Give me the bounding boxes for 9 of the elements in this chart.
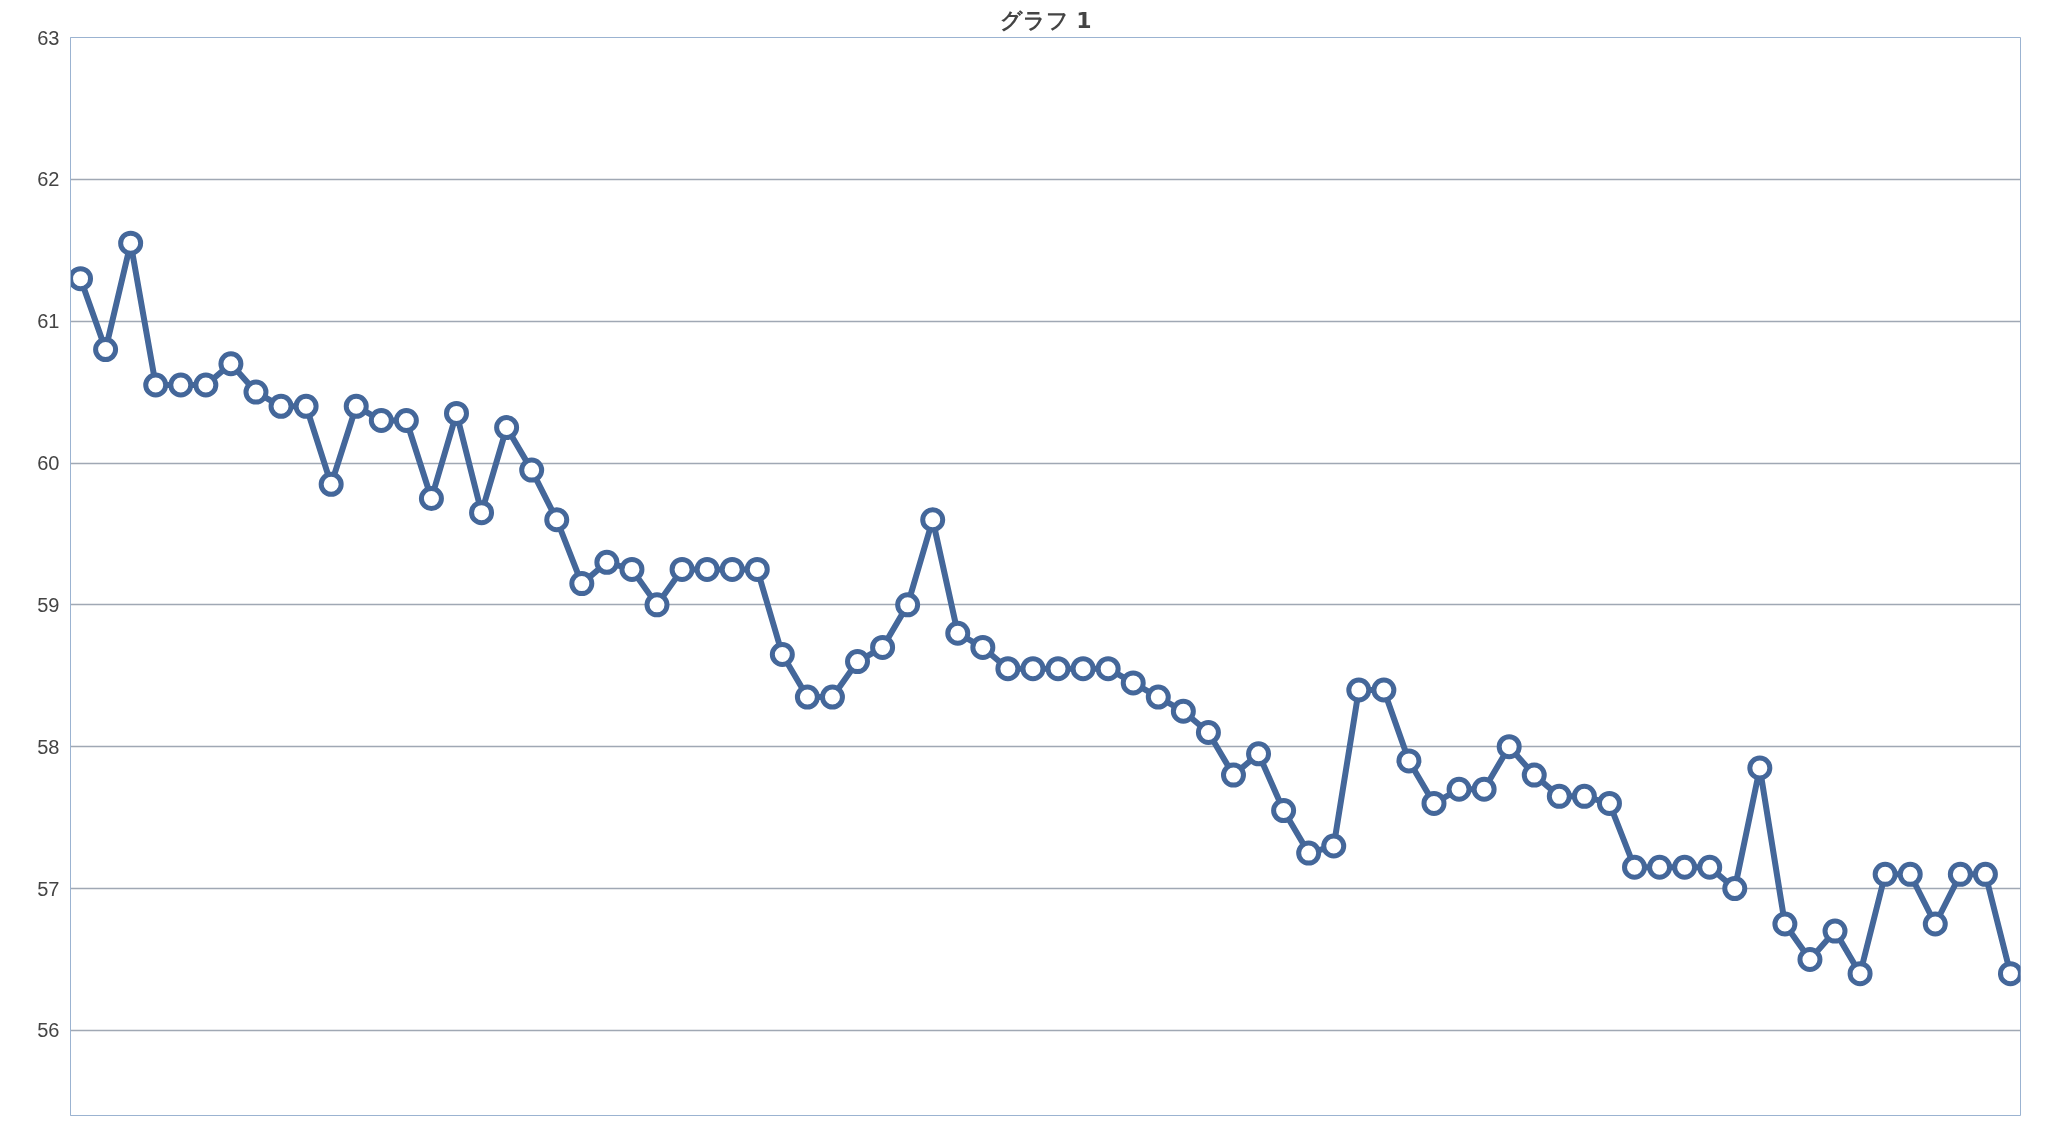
y-tick-label: 60 bbox=[37, 452, 60, 475]
y-tick-label: 63 bbox=[37, 26, 60, 49]
y-tick-label: 59 bbox=[37, 593, 60, 616]
chart-title: グラフ 1 bbox=[999, 7, 1092, 33]
y-tick-label: 62 bbox=[37, 168, 60, 191]
y-tick-label: 61 bbox=[37, 310, 60, 333]
y-tick-label: 57 bbox=[37, 877, 60, 900]
y-tick-label: 58 bbox=[37, 735, 60, 758]
y-tick-label: 56 bbox=[37, 1019, 60, 1042]
